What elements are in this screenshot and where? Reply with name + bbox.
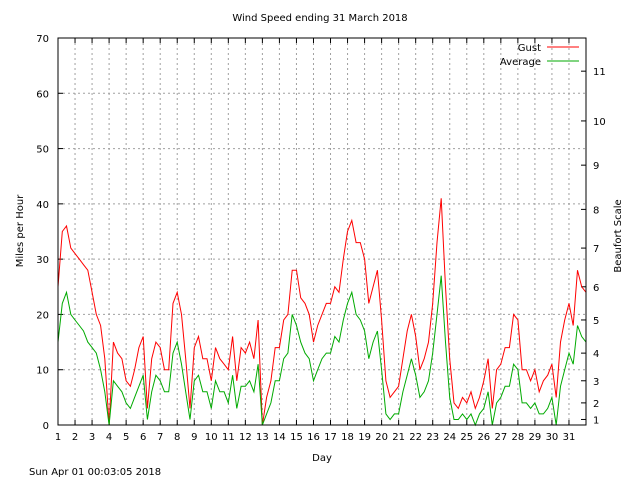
axis-ticks — [57, 37, 586, 426]
x-tick-label: 7 — [157, 432, 163, 443]
x-tick-label: 5 — [123, 432, 129, 443]
beaufort-tick-label: 10 — [593, 117, 606, 128]
beaufort-tick-label: 7 — [593, 244, 599, 255]
x-tick-label: 15 — [290, 432, 303, 443]
x-tick-label: 3 — [89, 432, 95, 443]
x-tick-label: 18 — [341, 432, 354, 443]
x-tick-label: 25 — [460, 432, 473, 443]
x-tick-label: 19 — [358, 432, 371, 443]
y-tick-label: 0 — [43, 421, 49, 432]
y-tick-label: 10 — [36, 366, 49, 377]
y-axis-label: Miles per Hour — [15, 194, 26, 267]
beaufort-tick-label: 3 — [593, 377, 599, 388]
x-tick-label: 1 — [55, 432, 61, 443]
x-tick-label: 13 — [256, 432, 269, 443]
plot-frame — [57, 37, 587, 426]
x-tick-label: 21 — [392, 432, 405, 443]
x-tick-label: 2 — [72, 432, 78, 443]
x-tick-label: 10 — [205, 432, 218, 443]
legend-label-gust: Gust — [518, 43, 541, 54]
beaufort-tick-label: 1 — [593, 415, 599, 426]
y-tick-label: 40 — [36, 200, 49, 211]
y-tick-label: 30 — [36, 255, 49, 266]
footer-timestamp: Sun Apr 01 00:03:05 2018 — [29, 467, 161, 478]
y2-axis-label: Beaufort Scale — [613, 199, 624, 272]
beaufort-tick-label: 4 — [593, 349, 599, 360]
beaufort-tick-label: 5 — [593, 316, 599, 327]
x-tick-label: 31 — [563, 432, 576, 443]
beaufort-tick-label: 8 — [593, 205, 599, 216]
y-tick-label: 70 — [36, 34, 49, 45]
x-tick-label: 23 — [426, 432, 439, 443]
x-tick-label: 9 — [191, 432, 197, 443]
x-axis-label: Day — [312, 453, 332, 464]
x-tick-label: 17 — [324, 432, 337, 443]
x-tick-label: 26 — [477, 432, 490, 443]
series-line-average — [57, 275, 587, 427]
x-tick-label: 27 — [494, 432, 507, 443]
x-tick-label: 22 — [409, 432, 422, 443]
beaufort-tick-label: 11 — [593, 67, 606, 78]
x-tick-label: 4 — [106, 432, 112, 443]
grid-lines — [57, 37, 586, 426]
legend: Gust Average — [500, 43, 579, 68]
beaufort-tick-label: 2 — [593, 399, 599, 410]
x-tick-label: 20 — [375, 432, 388, 443]
beaufort-tick-labels: 1 2 3 4 5 6 7 8 9 10 11 — [593, 67, 606, 426]
beaufort-tick-label: 9 — [593, 161, 599, 172]
x-tick-label: 6 — [140, 432, 146, 443]
chart-title: Wind Speed ending 31 March 2018 — [232, 13, 407, 24]
x-tick-label: 30 — [546, 432, 559, 443]
series-lines — [57, 198, 587, 427]
x-tick-label: 8 — [174, 432, 180, 443]
x-tick-labels: 1 2 3 4 5 6 7 8 9 10 11 12 13 14 15 16 17 18 19 20 21 22 23 24 2… — [55, 432, 576, 443]
series-line-gust — [57, 198, 587, 426]
x-tick-label: 28 — [512, 432, 525, 443]
beaufort-tick-label: 6 — [593, 283, 599, 294]
legend-label-average: Average — [500, 57, 541, 68]
y-tick-label: 20 — [36, 310, 49, 321]
x-tick-label: 14 — [273, 432, 286, 443]
x-tick-label: 11 — [222, 432, 235, 443]
y-tick-label: 60 — [36, 89, 49, 100]
x-tick-label: 16 — [307, 432, 320, 443]
y-tick-label: 50 — [36, 145, 49, 156]
x-tick-label: 12 — [239, 432, 252, 443]
x-tick-label: 24 — [443, 432, 456, 443]
y-tick-labels: 0 10 20 30 40 50 60 70 — [36, 34, 49, 432]
x-tick-label: 29 — [529, 432, 542, 443]
